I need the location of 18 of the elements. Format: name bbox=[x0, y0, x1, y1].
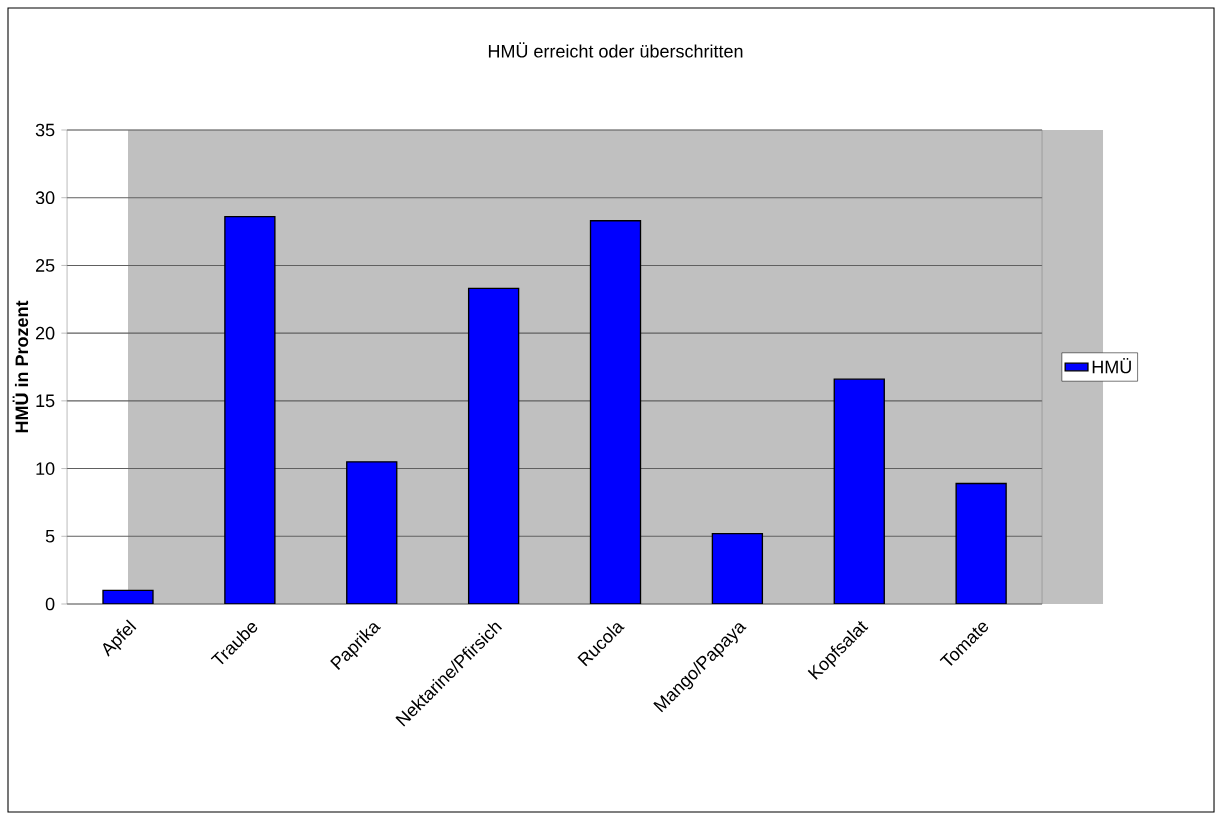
y-tick-label: 15 bbox=[36, 394, 55, 408]
bar bbox=[224, 216, 276, 604]
y-tick-label: 0 bbox=[45, 597, 55, 611]
bar bbox=[589, 220, 642, 604]
y-tick-label: 35 bbox=[35, 123, 55, 137]
y-tick-label: 30 bbox=[35, 191, 55, 205]
legend-label: HMÜ bbox=[1092, 358, 1131, 374]
y-tick-label: 5 bbox=[45, 530, 55, 543]
y-axis-title: HMÜ in Prozent bbox=[12, 300, 29, 433]
y-tick-label: 20 bbox=[35, 326, 55, 340]
bar bbox=[467, 287, 520, 604]
y-tick-label: 25 bbox=[35, 259, 55, 272]
y-tick-label: 10 bbox=[36, 462, 55, 475]
chart-title: HMÜ erreicht oder überschritten bbox=[488, 42, 743, 58]
bar bbox=[833, 378, 885, 604]
bar bbox=[711, 532, 764, 604]
bar bbox=[346, 461, 398, 604]
bar bbox=[955, 482, 1007, 604]
